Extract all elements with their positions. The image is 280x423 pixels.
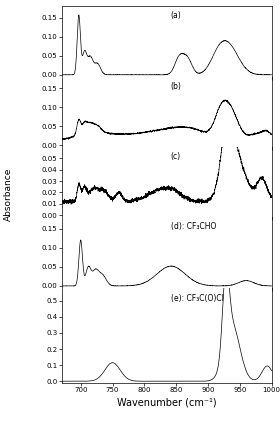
Text: (d): CF₃CHO: (d): CF₃CHO (171, 222, 216, 231)
Text: Absorbance: Absorbance (4, 168, 13, 221)
Text: (a): (a) (171, 11, 181, 20)
X-axis label: Wavenumber (cm⁻¹): Wavenumber (cm⁻¹) (117, 397, 216, 407)
Text: (e): CF₃C(O)Cl: (e): CF₃C(O)Cl (171, 294, 224, 303)
Text: (c): (c) (171, 152, 181, 161)
Text: (b): (b) (171, 82, 182, 91)
